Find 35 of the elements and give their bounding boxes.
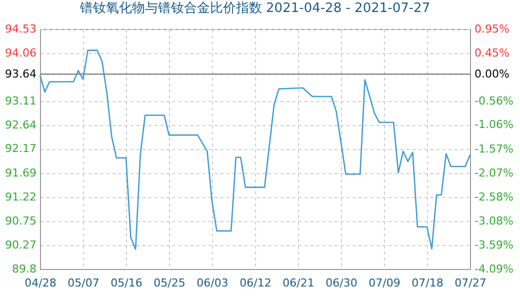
x-tick-label: 07/18 [412, 276, 444, 290]
y2-tick-label: 0.00% [474, 68, 510, 81]
y-tick-label: 91.22 [5, 190, 36, 204]
y-tick-label: 93.64 [5, 68, 36, 81]
y2-tick-label: -2.07% [474, 166, 514, 180]
y2-tick-label: -2.58% [474, 190, 514, 204]
x-tick-label: 05/16 [110, 276, 142, 290]
y-tick-label: 91.69 [5, 166, 36, 180]
y-tick-label: 90.27 [5, 238, 36, 252]
x-tick-label: 05/07 [68, 276, 100, 290]
y2-tick-label: -3.08% [474, 214, 514, 228]
x-tick-label: 06/03 [196, 276, 228, 290]
y2-tick-label: -1.57% [474, 142, 514, 156]
y-tick-label: 93.11 [5, 94, 36, 108]
chart-title: 镨钕氧化物与镨钕合金比价指数 2021-04-28 - 2021-07-27 [78, 1, 430, 16]
x-tick-label: 05/25 [154, 276, 186, 290]
y2-tick-label: -4.09% [474, 262, 514, 276]
y-tick-label: 92.64 [5, 118, 36, 132]
x-tick-label: 06/21 [282, 276, 314, 290]
y-tick-label: 94.06 [5, 46, 36, 60]
line-series [39, 50, 471, 250]
y2-tick-label: -0.56% [474, 94, 514, 108]
y-tick-label: 92.17 [5, 142, 36, 156]
y2-tick-label: -1.06% [474, 118, 514, 132]
y-tick-label: 90.75 [5, 214, 36, 228]
y-tick-label: 94.53 [5, 22, 36, 36]
x-tick-label: 06/30 [326, 276, 358, 290]
x-tick-label: 07/09 [368, 276, 400, 290]
x-tick-label: 07/27 [454, 276, 486, 290]
x-tick-label: 04/28 [24, 276, 56, 290]
y2-tick-label: -3.59% [474, 238, 514, 252]
y2-tick-label: 0.95% [474, 22, 510, 36]
y-tick-label: 89.8 [12, 262, 36, 276]
y2-tick-label: 0.45% [474, 46, 510, 60]
x-tick-label: 06/12 [240, 276, 272, 290]
